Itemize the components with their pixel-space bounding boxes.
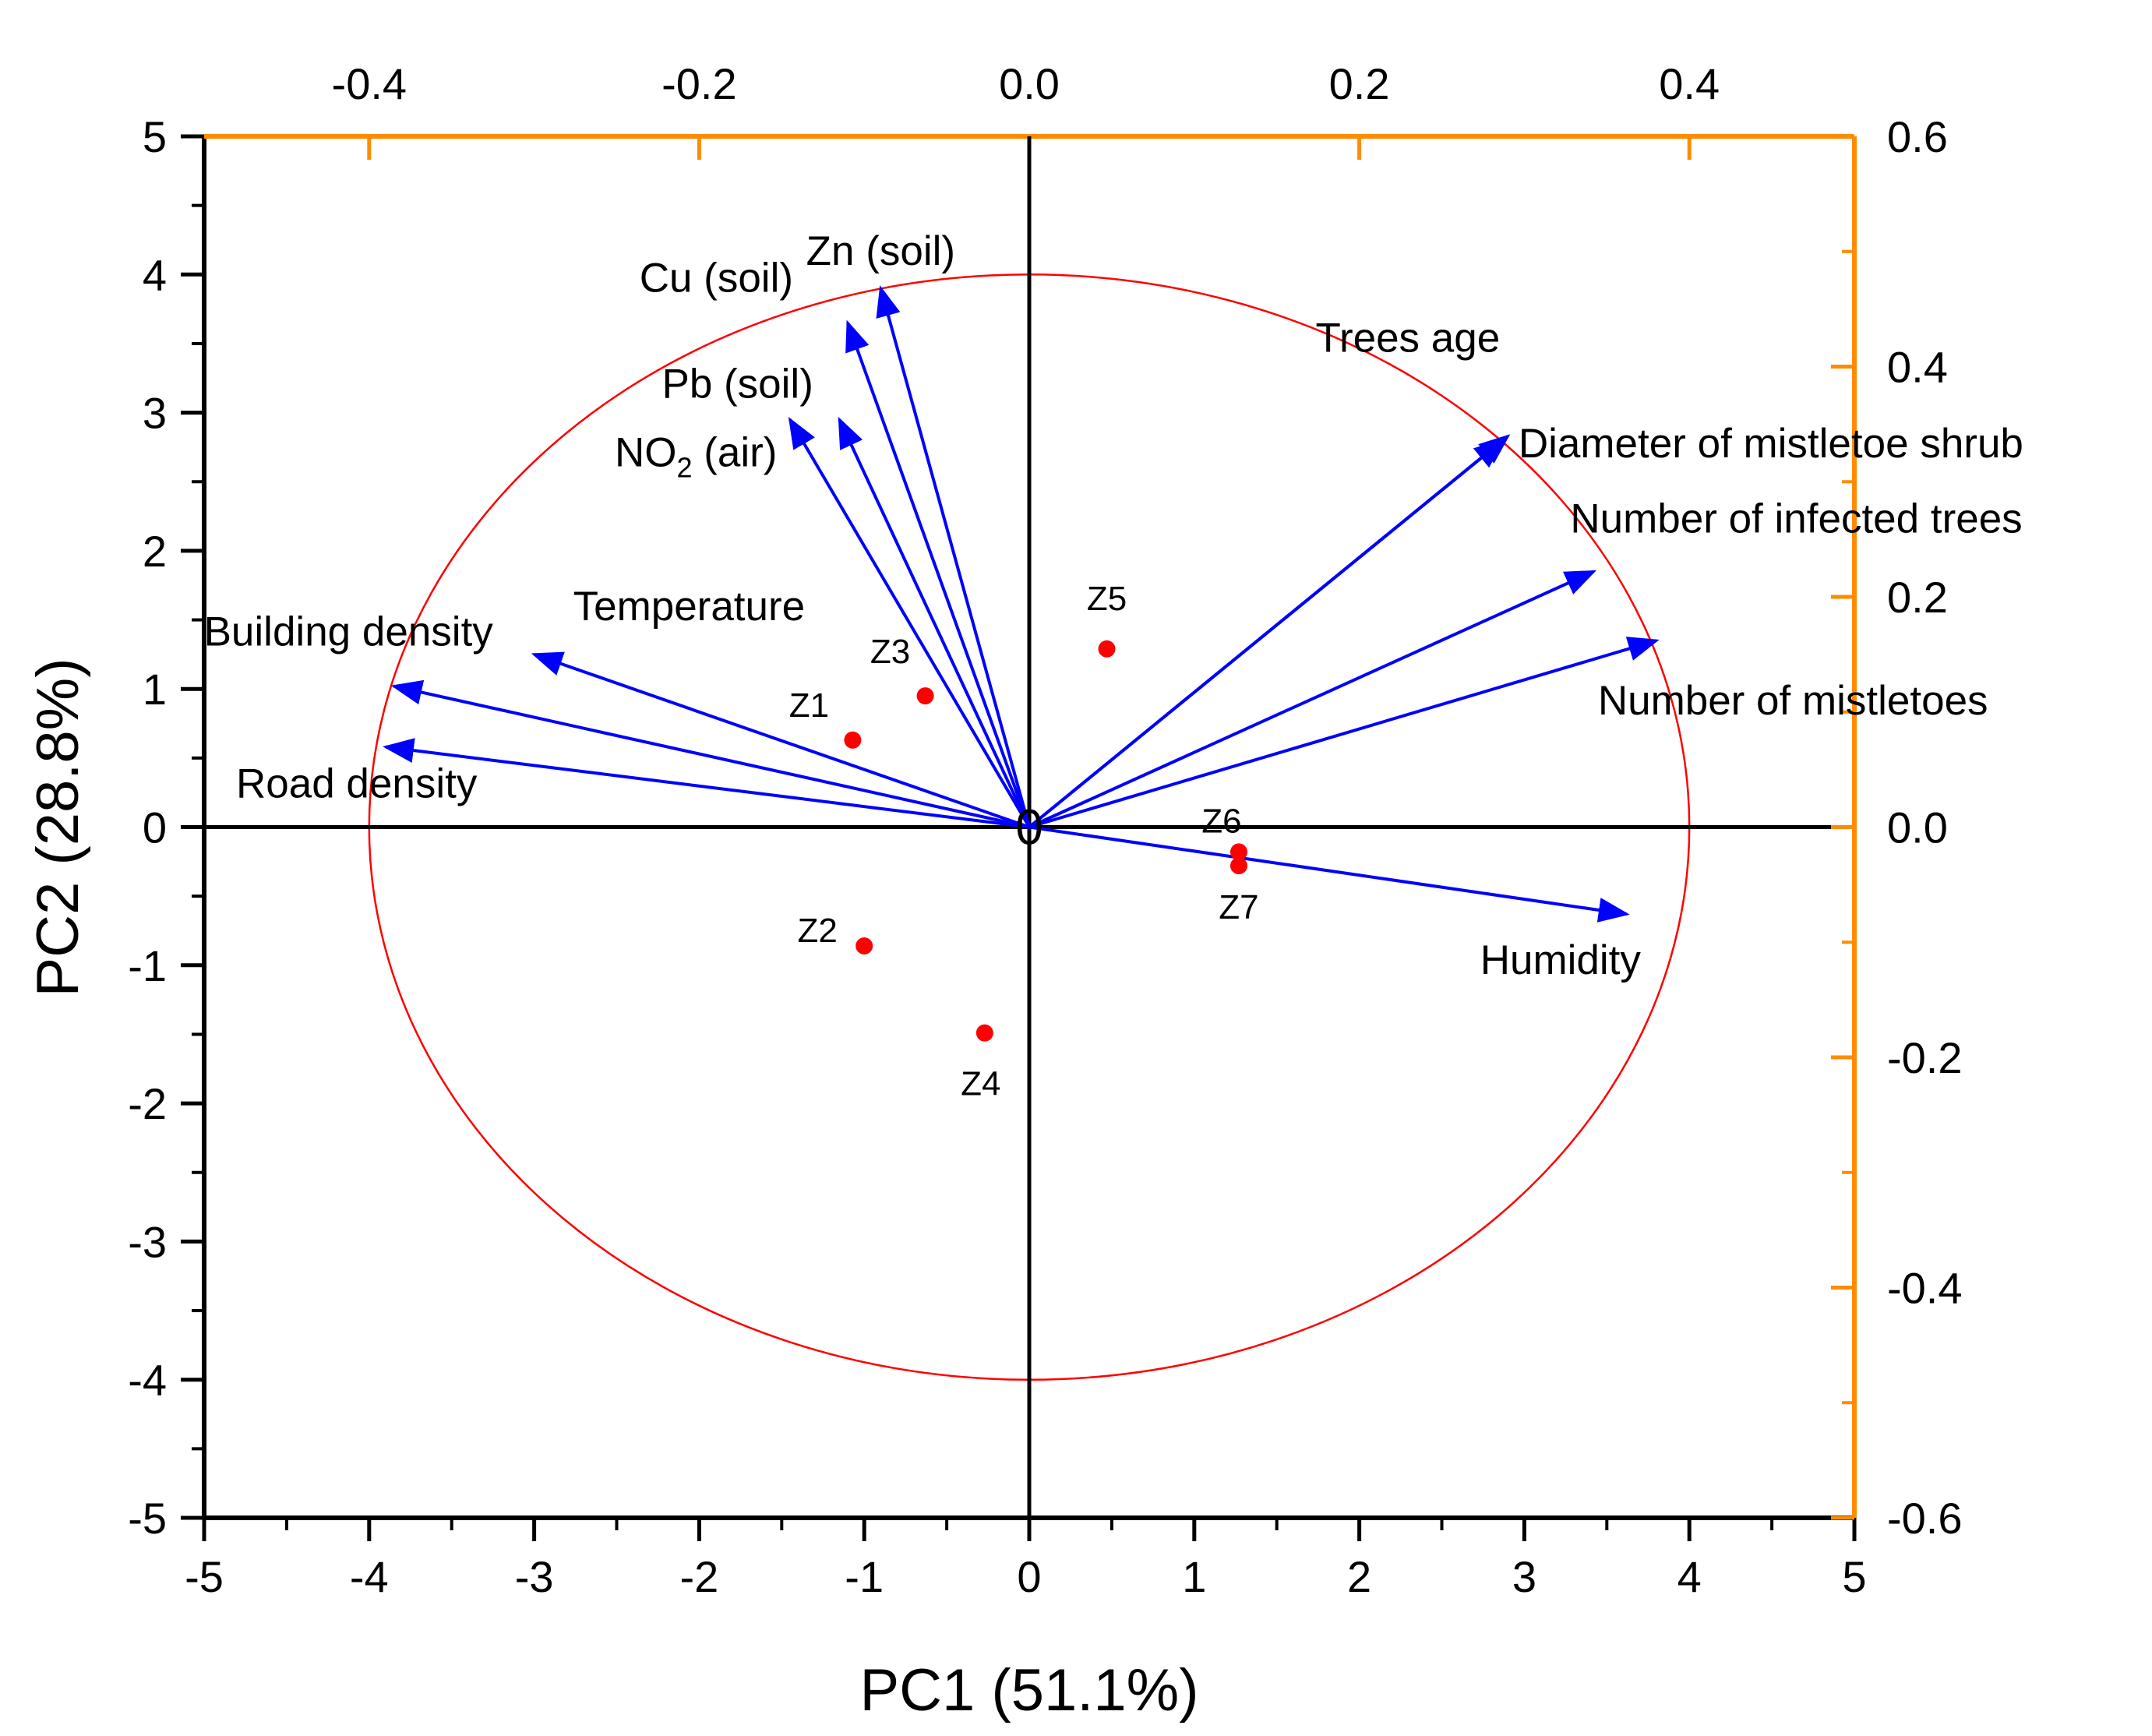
- top-tick-label: -0.4: [332, 59, 407, 108]
- x-tick-label: 3: [1512, 1552, 1536, 1601]
- y-tick-label: 4: [143, 250, 167, 299]
- x-tick-label: 1: [1182, 1552, 1206, 1601]
- score-label: Z6: [1201, 802, 1241, 840]
- loading-label: Building density: [204, 609, 494, 655]
- x-tick-label: -2: [680, 1552, 719, 1601]
- x-tick-label: 2: [1347, 1552, 1371, 1601]
- loading-arrow: [1028, 570, 1596, 829]
- origin-label: 0: [1015, 799, 1043, 856]
- y-tick-label: 0: [143, 803, 167, 852]
- right-tick-label: 0.2: [1887, 573, 1948, 622]
- x-tick-label: 4: [1678, 1552, 1702, 1601]
- x-tick-label: -5: [185, 1552, 224, 1601]
- y-tick-label: 3: [143, 389, 167, 438]
- loading-label: Road density: [236, 761, 478, 807]
- loading-label: Humidity: [1480, 937, 1642, 983]
- loading-label: Pb (soil): [661, 361, 813, 407]
- loading-label: Temperature: [573, 584, 806, 630]
- y-tick-label: -3: [128, 1217, 167, 1266]
- x-axis-title: PC1 (51.1%): [859, 1657, 1198, 1724]
- y-tick-label: -4: [128, 1356, 167, 1405]
- top-tick-label: 0.2: [1329, 59, 1390, 108]
- x-tick-label: 5: [1842, 1552, 1866, 1601]
- score-label: Z5: [1087, 580, 1127, 618]
- loading-arrow: [788, 417, 1031, 828]
- score-label: Z2: [798, 912, 838, 950]
- right-tick-label: 0.4: [1887, 343, 1948, 392]
- score-label: Z3: [870, 633, 910, 671]
- y-tick-label: -2: [128, 1079, 167, 1128]
- loading-label: Zn (soil): [806, 228, 955, 274]
- score-point: [975, 1024, 993, 1042]
- loading-arrow: [1028, 825, 1630, 923]
- loading-arrow: [876, 285, 1031, 828]
- loading-label: Cu (soil): [640, 255, 793, 301]
- right-tick-label: 0.6: [1887, 112, 1948, 161]
- score-label: Z1: [789, 686, 829, 725]
- y-tick-label: 1: [143, 665, 167, 714]
- score-label: Z4: [961, 1065, 1000, 1103]
- loading-arrow: [838, 416, 1031, 828]
- score-label: Z7: [1219, 888, 1258, 926]
- loading-arrow: [1028, 637, 1660, 829]
- right-tick-label: -0.4: [1887, 1264, 1963, 1313]
- score-point: [1229, 857, 1247, 875]
- y-tick-label: -5: [128, 1494, 167, 1543]
- y-tick-label: 5: [143, 112, 167, 161]
- top-tick-label: 0.0: [999, 59, 1060, 108]
- right-tick-label: -0.2: [1887, 1033, 1963, 1082]
- loading-arrow: [531, 651, 1030, 829]
- loading-label: Trees age: [1316, 316, 1501, 362]
- right-tick-label: 0.0: [1887, 803, 1948, 852]
- loading-label: Number of infected trees: [1570, 496, 2022, 542]
- loading-label: Diameter of mistletoe shrub: [1519, 421, 2023, 467]
- loading-arrow: [845, 319, 1031, 828]
- score-point: [856, 937, 873, 954]
- loading-arrow: [1028, 438, 1505, 829]
- score-point: [916, 687, 934, 705]
- score-point: [1098, 640, 1116, 658]
- x-tick-label: -1: [845, 1552, 884, 1601]
- loading-arrow: [383, 738, 1030, 829]
- top-tick-label: -0.2: [661, 59, 737, 108]
- score-point: [1229, 843, 1247, 861]
- right-tick-label: -0.6: [1887, 1494, 1963, 1543]
- loading-label: NO2 (air): [615, 429, 777, 483]
- x-tick-label: -4: [350, 1552, 389, 1601]
- x-tick-label: 0: [1017, 1552, 1041, 1601]
- loading-label: Number of mistletoes: [1598, 678, 1988, 724]
- y-tick-label: 2: [143, 527, 167, 576]
- x-tick-label: -3: [515, 1552, 554, 1601]
- top-tick-label: 0.4: [1659, 59, 1720, 108]
- y-axis-title: PC2 (28.8%): [25, 658, 91, 997]
- score-point: [844, 731, 862, 749]
- loading-arrow: [390, 679, 1030, 829]
- y-tick-label: -1: [128, 941, 167, 990]
